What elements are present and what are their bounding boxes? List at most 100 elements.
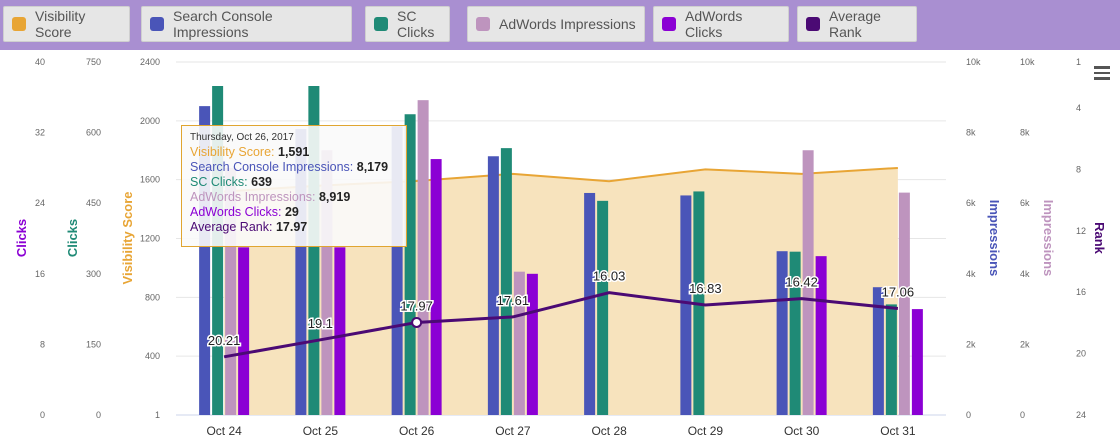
legend-swatch — [476, 17, 490, 31]
rank-axis-tick: 4 — [1076, 103, 1081, 113]
bar-adwords-impressions — [321, 150, 333, 415]
adwords-impressions-axis-tick: 10k — [1020, 57, 1035, 67]
visibility-axis-tick: 1 — [155, 410, 160, 420]
bar-sc-clicks — [212, 86, 224, 415]
legend-label: SC Clicks — [397, 8, 435, 40]
legend-label: AdWords Impressions — [499, 16, 636, 32]
adwords-clicks-axis-tick: 32 — [35, 128, 45, 138]
adwords-impressions-axis-title: Impressions — [1041, 200, 1056, 277]
legend-item-adwords-clicks[interactable]: AdWords Clicks — [653, 6, 789, 42]
tooltip-label: Visibility Score: — [190, 145, 278, 159]
tooltip-date: Thursday, Oct 26, 2017 — [190, 132, 294, 143]
visibility-axis-tick: 1600 — [140, 175, 160, 185]
x-axis-label: Oct 24 — [206, 424, 242, 438]
legend-item-adwords-impressions[interactable]: AdWords Impressions — [467, 6, 645, 42]
rank-axis-tick: 1 — [1076, 57, 1081, 67]
visibility-axis-tick: 800 — [145, 292, 160, 302]
rank-data-label: 20.21 — [208, 333, 241, 348]
rank-line — [223, 291, 899, 359]
sc-impressions-axis-tick: 10k — [966, 57, 981, 67]
adwords-clicks-axis-tick: 24 — [35, 198, 45, 208]
tooltip-value: 8,919 — [318, 190, 351, 204]
legend-swatch — [374, 17, 388, 31]
tooltip-label: AdWords Impressions: — [190, 190, 319, 204]
rank-data-label: 17.61 — [497, 293, 530, 308]
legend-swatch — [12, 17, 26, 31]
legend-item-average-rank[interactable]: Average Rank — [797, 6, 917, 42]
bar-sc-clicks — [404, 114, 416, 415]
visibility-axis-tick: 2000 — [140, 116, 160, 126]
tooltip-row: Visibility Score: 1,591 — [190, 145, 398, 160]
adwords-clicks-axis-tick: 40 — [35, 57, 45, 67]
legend-item-visibility-score[interactable]: Visibility Score — [3, 6, 130, 42]
rank-data-label: 19.1 — [308, 316, 333, 331]
tooltip: Thursday, Oct 26, 2017 Visibility Score:… — [181, 125, 407, 247]
sc-impressions-axis-tick: 4k — [966, 269, 976, 279]
sc-impressions-axis-tick: 2k — [966, 339, 976, 349]
rank-data-label: 17.97 — [400, 298, 433, 313]
sc-clicks-axis-tick: 450 — [86, 198, 101, 208]
legend-item-sc-clicks[interactable]: SC Clicks — [365, 6, 450, 42]
tooltip-label: SC Clicks: — [190, 175, 252, 189]
rank-data-label: 16.03 — [593, 269, 626, 284]
sc-clicks-axis-tick: 600 — [86, 128, 101, 138]
tooltip-value: 8,179 — [356, 160, 389, 174]
adwords-impressions-axis-tick: 0 — [1020, 410, 1025, 420]
visibility-axis-tick: 400 — [145, 351, 160, 361]
hamburger-menu-icon[interactable] — [1094, 66, 1110, 80]
sc-impressions-axis-tick: 6k — [966, 198, 976, 208]
bar-adwords-clicks — [334, 247, 346, 415]
adwords-clicks-axis-tick: 8 — [40, 339, 45, 349]
rank-axis-title: Rank — [1092, 222, 1107, 255]
tooltip-label: Search Console Impressions: — [190, 160, 357, 174]
x-axis-label: Oct 27 — [495, 424, 531, 438]
rank-axis-tick: 8 — [1076, 164, 1081, 174]
x-axis-label: Oct 28 — [591, 424, 627, 438]
legend-label: AdWords Clicks — [685, 8, 743, 40]
bar-search-console-impressions — [295, 129, 307, 415]
rank-data-label: 16.83 — [689, 281, 722, 296]
bar-adwords-clicks — [430, 159, 442, 415]
bar-search-console-impressions — [487, 156, 499, 415]
tooltip-row: Search Console Impressions: 8,179 — [190, 160, 398, 175]
bar-search-console-impressions — [584, 192, 596, 415]
visibility-axis-tick: 2400 — [140, 57, 160, 67]
chart-panel: 40 32 24 16 8 0 750 600 450 300 150 0 2400 2000 1600 12… — [0, 50, 1120, 448]
bar-sc-clicks — [308, 86, 320, 415]
bar-adwords-clicks — [238, 247, 250, 415]
legend-swatch — [806, 17, 820, 31]
legend-label: Search Console Impressions — [173, 8, 273, 40]
rank-axis-tick: 20 — [1076, 349, 1086, 359]
sc-clicks-axis-tick: 0 — [96, 410, 101, 420]
adwords-impressions-axis-tick: 4k — [1020, 269, 1030, 279]
chart-legend: Visibility Score Search Console Impressio… — [0, 0, 1120, 50]
rank-data-label: 16.42 — [785, 275, 818, 290]
tooltip-value: 639 — [251, 175, 272, 189]
combo-chart: 4032241680750600450300150024002000160012… — [14, 57, 1107, 438]
legend-label: Average Rank — [829, 8, 881, 40]
bar-search-console-impressions — [391, 126, 403, 415]
x-axis-label: Oct 31 — [880, 424, 916, 438]
tooltip-row: SC Clicks: 639 — [190, 175, 398, 190]
x-axis-label: Oct 25 — [303, 424, 339, 438]
sc-impressions-axis-tick: 0 — [966, 410, 971, 420]
bar-search-console-impressions — [199, 106, 211, 415]
rank-axis-tick: 16 — [1076, 287, 1086, 297]
rank-hover-marker — [411, 316, 423, 328]
bar-adwords-impressions — [898, 192, 910, 415]
bar-adwords-clicks — [911, 309, 923, 415]
x-axis-label: Oct 30 — [784, 424, 820, 438]
tooltip-value: 29 — [284, 205, 299, 219]
bar-adwords-clicks — [526, 273, 538, 415]
sc-impressions-axis-tick: 8k — [966, 128, 976, 138]
rank-data-label: 17.06 — [882, 284, 915, 299]
tooltip-value: 17.97 — [275, 220, 308, 234]
bar-adwords-impressions — [417, 100, 429, 415]
bar-search-console-impressions — [872, 287, 884, 415]
adwords-impressions-axis-tick: 6k — [1020, 198, 1030, 208]
legend-item-search-console-impressions[interactable]: Search Console Impressions — [141, 6, 352, 42]
tooltip-row: AdWords Impressions: 8,919 — [190, 190, 398, 205]
tooltip-row: Average Rank: 17.97 — [190, 220, 398, 235]
sc-clicks-axis-tick: 300 — [86, 269, 101, 279]
sc-impressions-axis-title: Impressions — [987, 200, 1002, 277]
